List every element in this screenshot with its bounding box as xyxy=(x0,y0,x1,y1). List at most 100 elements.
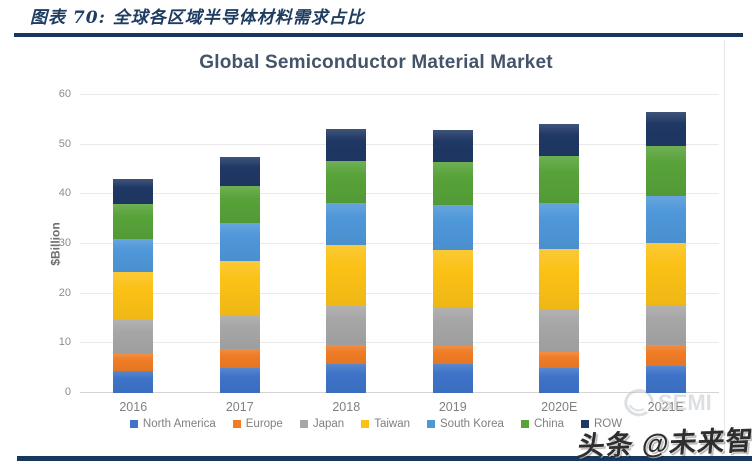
category-slot-2020E: 2020E xyxy=(506,95,613,414)
bar-segment-south-korea xyxy=(326,203,367,246)
bar-segment-japan xyxy=(539,308,580,352)
bar-segment-china xyxy=(219,185,260,223)
stacked-bar-2020E xyxy=(539,95,580,393)
stacked-bar-2019 xyxy=(432,95,473,393)
legend-item-taiwan: Taiwan xyxy=(361,418,410,430)
legend: North America Europe Japan Taiwan South Kore… xyxy=(0,418,752,430)
legend-marker-icon xyxy=(427,420,435,428)
legend-label: Taiwan xyxy=(374,418,410,430)
stacked-bar-2017 xyxy=(219,95,260,393)
bar-segment-row xyxy=(539,124,580,157)
legend-label: Japan xyxy=(312,418,345,430)
legend-label: Europe xyxy=(245,418,283,430)
bar-segment-japan xyxy=(219,314,260,350)
bar-segment-europe xyxy=(219,349,260,369)
bar-segment-europe xyxy=(539,351,580,368)
right-border-line xyxy=(724,40,725,454)
y-tick-label: 50 xyxy=(58,137,71,150)
x-tick-label: 2018 xyxy=(332,400,361,414)
bar-segment-japan xyxy=(113,319,154,355)
legend-label: North America xyxy=(142,418,216,430)
bar-segment-europe xyxy=(326,345,367,365)
bar-segment-china xyxy=(539,156,580,204)
semi-logo-watermark: SEMI xyxy=(624,389,712,417)
bar-segment-china xyxy=(432,161,473,206)
bar-segment-south-korea xyxy=(219,222,260,262)
gridline-0: 0 xyxy=(65,386,719,398)
legend-item-japan: Japan xyxy=(299,418,345,430)
legend-marker-icon xyxy=(520,420,529,428)
bar-segment-north-america xyxy=(539,367,580,393)
legend-label: China xyxy=(533,418,564,430)
semi-text: SEMI xyxy=(658,390,712,415)
x-tick-label: 2021E xyxy=(647,400,684,414)
legend-marker-icon xyxy=(299,420,308,428)
legend-label: South Korea xyxy=(440,418,504,430)
gridline-10: 10 xyxy=(59,336,719,348)
gridline-30: 30 xyxy=(59,237,719,249)
y-tick-label: 0 xyxy=(64,386,71,398)
top-divider xyxy=(14,33,743,37)
bar-segment-south-korea xyxy=(432,205,473,250)
bar-segment-china xyxy=(113,204,154,239)
y-tick-label: 60 xyxy=(58,88,71,100)
category-slot-2017: 2017 xyxy=(187,95,294,414)
legend-item-row: ROW xyxy=(581,418,622,430)
bar-segment-europe xyxy=(113,354,154,371)
bar-segment-row xyxy=(113,178,154,205)
plot-area: $Billion 0 10 20 30 40 50 60 2016 2017 2018 2019 2… xyxy=(49,88,720,414)
legend-item-europe: Europe xyxy=(232,418,283,430)
x-tick-label: 2016 xyxy=(119,400,148,414)
legend-label: ROW xyxy=(594,418,623,430)
bar-segment-taiwan xyxy=(432,250,473,307)
category-slot-2016: 2016 xyxy=(80,95,187,414)
bottom-divider xyxy=(17,456,752,461)
bar-segment-japan xyxy=(326,306,367,346)
bar-segment-row xyxy=(219,157,260,186)
bar-segment-japan xyxy=(432,306,473,347)
bar-segment-taiwan xyxy=(645,243,686,305)
legend-marker-icon xyxy=(232,420,241,428)
gridline-20: 20 xyxy=(59,287,719,299)
stacked-bar-2021E xyxy=(645,95,686,393)
toutiao-watermark: 头条 @未来智库 xyxy=(576,424,752,462)
stacked-bar-2016 xyxy=(113,95,154,393)
bars: 2016 2017 2018 2019 2020E 2021E xyxy=(80,95,720,414)
y-tick-label: 20 xyxy=(58,286,71,299)
x-tick-label: 2019 xyxy=(438,400,467,414)
bar-segment-japan xyxy=(645,304,686,346)
bar-segment-north-america xyxy=(113,370,154,393)
bar-segment-south-korea xyxy=(645,195,686,244)
legend-item-north-america: North America xyxy=(129,418,216,430)
bar-segment-north-america xyxy=(645,365,686,393)
legend-item-south-korea: South Korea xyxy=(427,418,504,430)
legend-marker-icon xyxy=(581,420,589,428)
bar-segment-south-korea xyxy=(539,203,580,250)
y-tick-label: 30 xyxy=(58,237,71,249)
bar-segment-north-america xyxy=(432,363,473,393)
bar-segment-north-america xyxy=(326,364,367,393)
gridline-50: 50 xyxy=(59,138,719,150)
legend-item-china: China xyxy=(520,418,564,430)
figure-title: 图表 70: 全球各区域半导体材料需求占比 xyxy=(30,8,365,28)
y-tick-label: 40 xyxy=(58,187,71,200)
bar-segment-china xyxy=(645,145,686,196)
x-tick-label: 2020E xyxy=(541,400,578,414)
category-slot-2021E: 2021E xyxy=(613,95,720,414)
legend-marker-icon xyxy=(361,420,370,428)
chart-title: Global Semiconductor Material Market xyxy=(199,52,553,73)
gridline-40: 40 xyxy=(59,187,719,199)
bar-segment-taiwan xyxy=(326,245,367,307)
bar-segment-taiwan xyxy=(113,271,154,320)
bar-segment-taiwan xyxy=(219,261,260,315)
stacked-bar-2018 xyxy=(326,95,367,393)
bar-segment-south-korea xyxy=(113,238,154,272)
bar-segment-europe xyxy=(645,345,686,366)
bar-segment-north-america xyxy=(219,368,260,393)
bar-segment-row xyxy=(432,130,473,162)
legend-marker-icon xyxy=(129,420,138,428)
bar-segment-row xyxy=(326,128,367,161)
x-tick-label: 2017 xyxy=(225,400,254,414)
category-slot-2018: 2018 xyxy=(293,95,400,414)
